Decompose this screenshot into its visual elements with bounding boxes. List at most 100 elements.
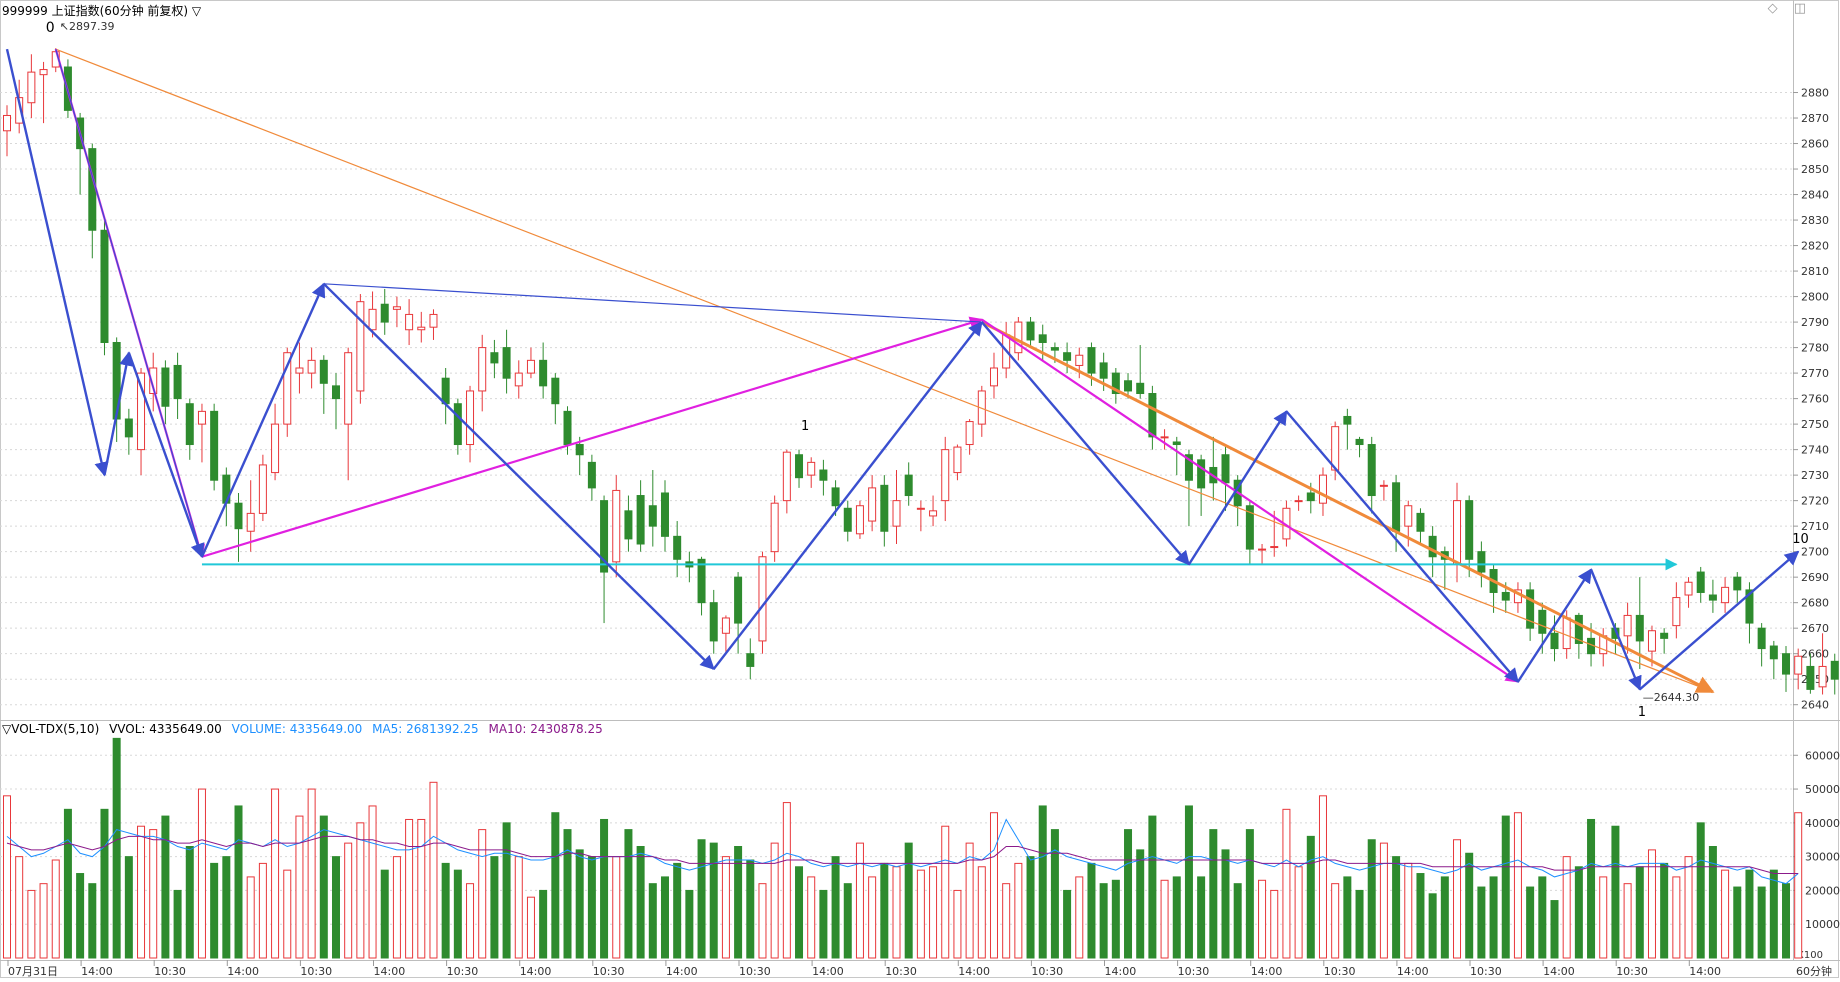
candle-body[interactable] [1635,614,1644,642]
wave-line-blue[interactable] [103,351,134,476]
candle-body[interactable] [1562,617,1571,650]
candle-body[interactable] [1379,484,1388,487]
volume-bar[interactable] [1708,846,1717,959]
candle-body[interactable] [1050,347,1059,351]
candle-body[interactable] [855,505,864,535]
volume-bar[interactable] [1111,879,1120,959]
volume-bar[interactable] [1769,869,1778,959]
volume-bar[interactable] [758,883,767,959]
candle-body[interactable] [575,444,584,456]
volume-bar[interactable] [392,856,401,959]
candle-body[interactable] [1684,581,1693,596]
volume-bar[interactable] [648,883,657,959]
candle-body[interactable] [1404,505,1413,527]
volume-bar[interactable] [697,839,706,959]
volume-bar[interactable] [868,876,877,959]
volume-bar[interactable] [624,829,633,959]
candle-body[interactable] [721,617,730,634]
volume-bar[interactable] [1550,900,1559,959]
candle-body[interactable] [697,558,706,604]
wave-line-blue[interactable] [1516,568,1593,683]
candle-body[interactable] [746,653,755,667]
candle-body[interactable] [1623,614,1632,637]
volume-bar[interactable] [1294,866,1303,959]
volume-bar[interactable] [953,889,962,959]
candle-body[interactable] [331,385,340,400]
candle-body[interactable] [1136,382,1145,395]
candle-body[interactable] [368,308,377,331]
candle-body[interactable] [319,359,328,384]
candle-body[interactable] [1660,632,1669,639]
candle-body[interactable] [478,347,487,392]
volume-bar[interactable] [137,825,146,959]
candle-body[interactable] [27,71,36,104]
candle-body[interactable] [648,505,657,527]
candle-body[interactable] [1453,500,1462,565]
volume-bar[interactable] [1026,856,1035,959]
volume-bar[interactable] [3,795,11,959]
candle-body[interactable] [1416,512,1425,532]
volume-bar[interactable] [709,842,718,959]
candle-body[interactable] [807,461,816,476]
volume-indicator-header[interactable]: ▽VOL-TDX(5,10) VVOL: 4335649.00 VOLUME: … [2,722,609,736]
candle-body[interactable] [1063,352,1072,361]
volume-bar[interactable] [1282,808,1291,959]
wave-line-blue[interactable] [127,352,205,559]
candle-body[interactable] [758,556,767,642]
volume-bar[interactable] [1075,876,1084,959]
candle-body[interactable] [100,229,109,343]
volume-bar[interactable] [526,896,535,959]
candle-body[interactable] [1721,586,1730,604]
candle-body[interactable] [1708,594,1717,601]
volume-bar[interactable] [1038,805,1047,959]
candle-body[interactable] [782,451,791,502]
volume-bar[interactable] [380,869,389,959]
candle-body[interactable] [185,403,194,446]
volume-bar[interactable] [88,883,97,959]
candle-body[interactable] [673,535,682,560]
volume-bar[interactable] [746,859,755,959]
candle-body[interactable] [941,449,950,502]
volume-bar[interactable] [1221,849,1230,959]
candle-body[interactable] [429,313,438,328]
volume-bar[interactable] [222,856,231,959]
candle-body[interactable] [795,454,804,479]
candle-body[interactable] [466,390,475,446]
volume-bar[interactable] [429,781,438,959]
volume-bar[interactable] [673,862,682,959]
candle-body[interactable] [161,367,170,407]
candle-body[interactable] [1477,551,1486,573]
volume-bar[interactable] [417,818,426,959]
candle-body[interactable] [953,446,962,474]
candle-body[interactable] [1221,454,1230,484]
candle-body[interactable] [137,372,146,451]
volume-bar[interactable] [1453,839,1462,959]
volume-bar[interactable] [100,808,109,959]
volume-bar[interactable] [575,849,584,959]
volume-bar[interactable] [1757,886,1766,959]
volume-bar[interactable] [466,883,475,959]
wave-line-blue[interactable] [200,282,326,558]
volume-bar[interactable] [441,862,450,959]
volume-bar[interactable] [843,883,852,959]
candle-body[interactable] [843,507,852,532]
volume-bar[interactable] [15,856,24,959]
volume-bar[interactable] [807,876,816,959]
candle-body[interactable] [660,492,669,537]
candle-body[interactable] [1367,444,1376,497]
candle-body[interactable] [1331,426,1340,471]
candle-body[interactable] [868,487,877,522]
volume-bar[interactable] [39,883,48,959]
candle-body[interactable] [405,313,414,331]
candle-body[interactable] [307,359,316,374]
volume-bar[interactable] [1124,829,1133,959]
volume-bar[interactable] [1197,876,1206,959]
candle-body[interactable] [441,377,450,405]
volume-bar[interactable] [636,846,645,959]
volume-bar[interactable] [307,788,316,959]
wave-line-blue[interactable] [712,320,983,670]
candle-body[interactable] [831,487,840,507]
candle-body[interactable] [1794,655,1803,675]
wave-line-magenta-thin[interactable] [981,319,1519,683]
